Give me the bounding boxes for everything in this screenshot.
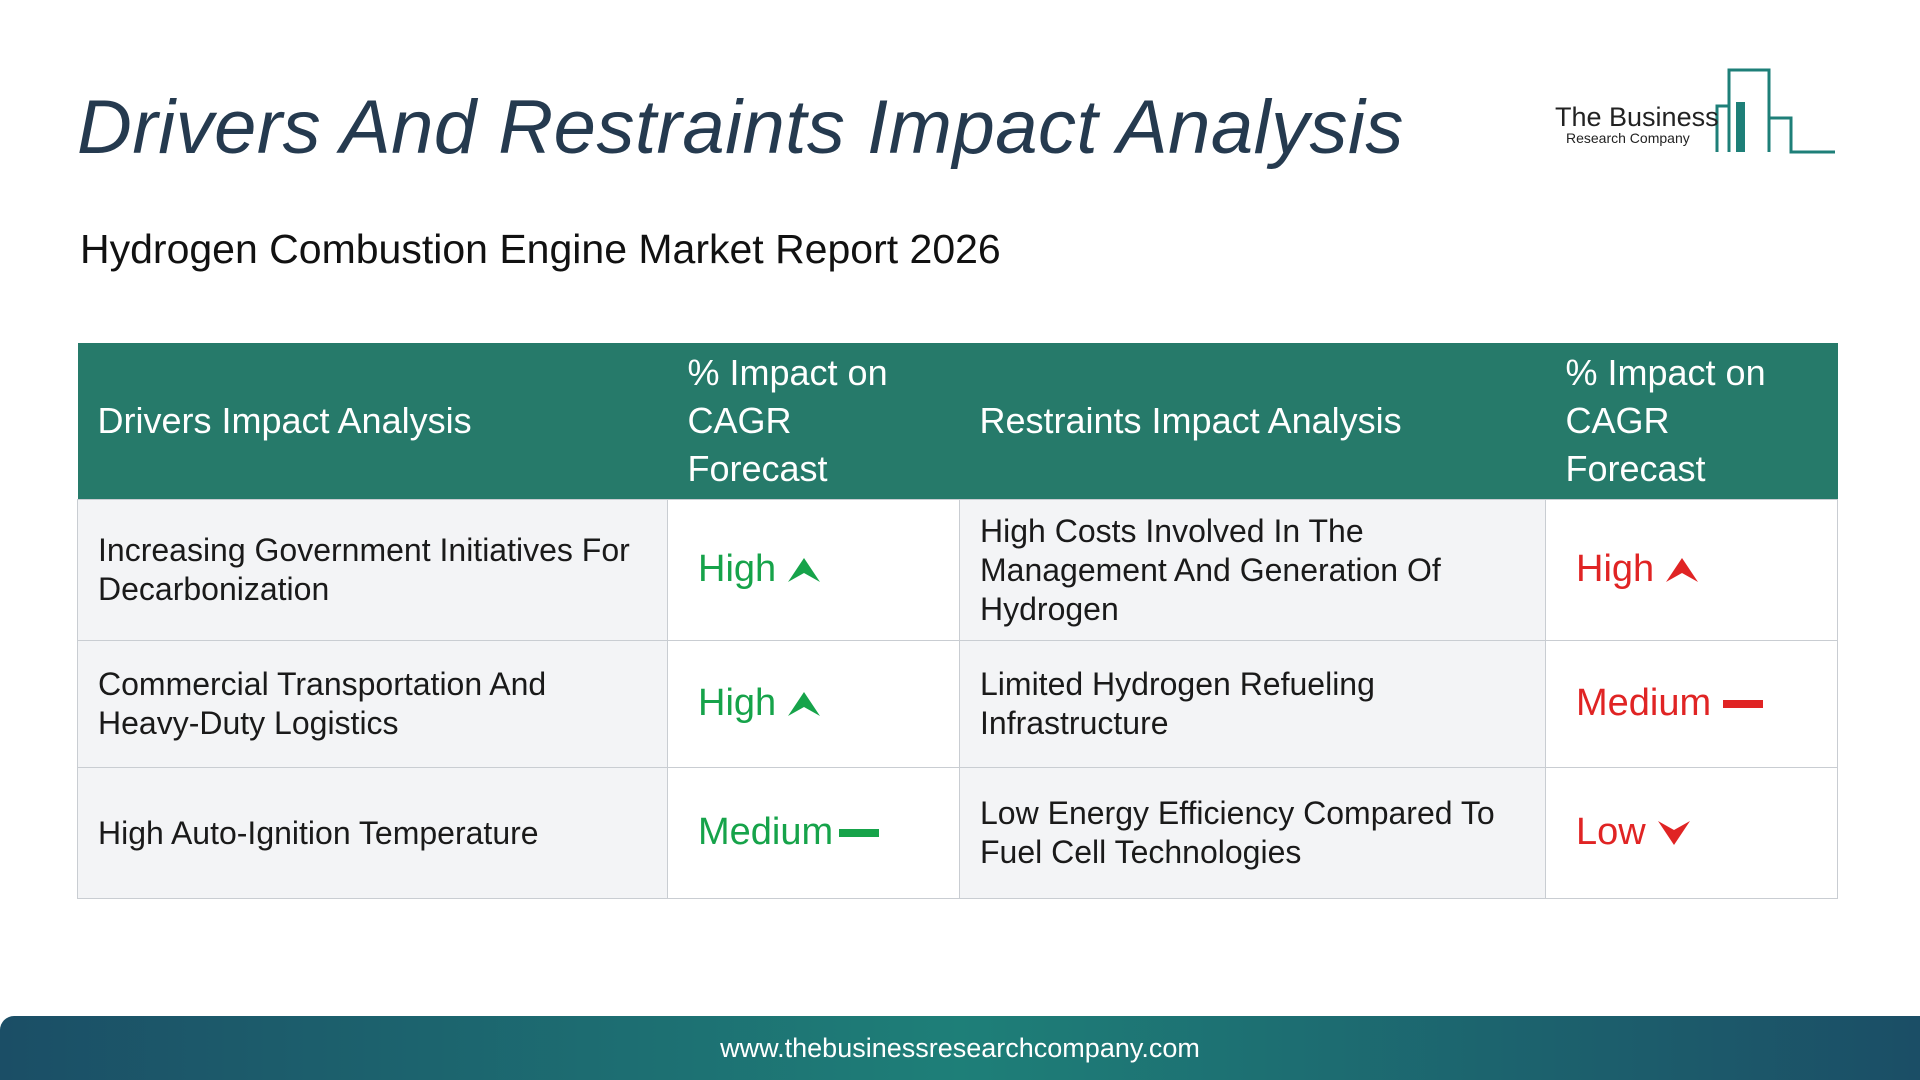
restraint-impact-cell: Low	[1545, 767, 1838, 899]
table-header-row: Drivers Impact Analysis % Impact on CAGR…	[77, 343, 1838, 500]
dash-icon	[1723, 699, 1764, 708]
restraint-impact-level: Low	[1576, 813, 1692, 852]
arrow-up-icon	[788, 691, 821, 716]
impact-table: Drivers Impact Analysis % Impact on CAGR…	[77, 343, 1838, 899]
driver-impact-cell: Medium	[667, 767, 960, 899]
restraint-impact-cell: Medium	[1545, 640, 1838, 768]
header-restraints-impact-line2: CAGR Forecast	[1565, 400, 1706, 489]
page-title: Drivers And Restraints Impact Analysis	[77, 85, 1404, 170]
logo-bars-icon	[1715, 68, 1835, 154]
restraint-cell: Limited Hydrogen Refueling Infrastructur…	[959, 640, 1546, 768]
header-drivers-impact-line2: CAGR Forecast	[687, 400, 828, 489]
restraint-cell: High Costs Involved In The Management An…	[959, 499, 1546, 641]
header-drivers-impact-line1: % Impact on	[687, 352, 888, 393]
arrow-down-icon	[1657, 820, 1690, 845]
report-subtitle: Hydrogen Combustion Engine Market Report…	[80, 226, 1001, 272]
restraint-impact-label: Medium	[1576, 682, 1712, 724]
driver-impact-cell: High	[667, 640, 960, 768]
arrow-up-icon	[788, 557, 821, 582]
restraint-impact-level: High	[1576, 550, 1700, 589]
dash-icon	[839, 828, 880, 837]
restraint-impact-label: High	[1576, 548, 1655, 590]
logo-tagline: Research Company	[1566, 130, 1690, 146]
driver-impact-level: High	[698, 550, 822, 589]
restraint-impact-cell: High	[1545, 499, 1838, 641]
driver-impact-cell: High	[667, 499, 960, 641]
header-drivers: Drivers Impact Analysis	[77, 343, 668, 500]
driver-cell: High Auto-Ignition Temperature	[77, 767, 668, 899]
table-row: Commercial Transportation And Heavy-Duty…	[77, 640, 1838, 768]
driver-cell: Increasing Government Initiatives For De…	[77, 499, 668, 641]
table-row: Increasing Government Initiatives For De…	[77, 499, 1838, 641]
driver-cell: Commercial Transportation And Heavy-Duty…	[77, 640, 668, 768]
header-drivers-impact: % Impact on CAGR Forecast	[667, 343, 960, 500]
driver-impact-label: Medium	[698, 811, 834, 853]
logo-name: The Business	[1555, 102, 1719, 132]
driver-impact-level: Medium	[698, 813, 881, 852]
table-row: High Auto-Ignition Temperature Medium Lo…	[77, 767, 1838, 899]
header-restraints: Restraints Impact Analysis	[959, 343, 1546, 500]
driver-impact-label: High	[698, 548, 777, 590]
driver-impact-label: High	[698, 682, 777, 724]
restraint-impact-level: Medium	[1576, 684, 1765, 723]
restraint-impact-label: Low	[1576, 811, 1646, 853]
restraint-cell: Low Energy Efficiency Compared To Fuel C…	[959, 767, 1546, 899]
arrow-up-icon	[1666, 557, 1699, 582]
footer-url-link[interactable]: www.thebusinessresearchcompany.com	[720, 1033, 1200, 1063]
company-logo: The Business Research Company	[1555, 68, 1835, 158]
header-restraints-impact: % Impact on CAGR Forecast	[1545, 343, 1838, 500]
footer-bar: www.thebusinessresearchcompany.com	[0, 1016, 1920, 1080]
header-restraints-impact-line1: % Impact on	[1565, 352, 1766, 393]
driver-impact-level: High	[698, 684, 822, 723]
